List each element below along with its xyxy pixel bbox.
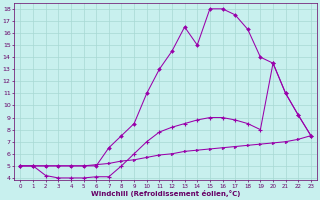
X-axis label: Windchill (Refroidissement éolien,°C): Windchill (Refroidissement éolien,°C) [91, 190, 240, 197]
